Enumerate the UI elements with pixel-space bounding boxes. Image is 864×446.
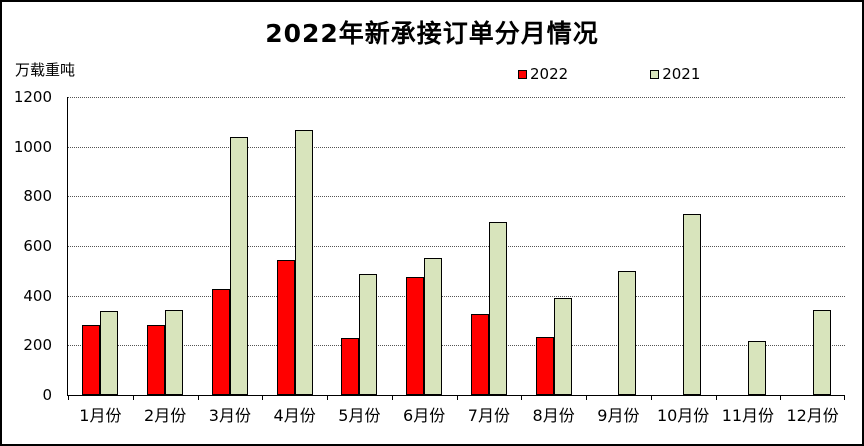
- x-axis-tick-8: [586, 395, 587, 400]
- bar-pair-5: [341, 97, 378, 395]
- bar-2021-month-1: [100, 311, 119, 395]
- bar-2021-month-9: [618, 270, 637, 395]
- x-axis-tick-9: [650, 395, 652, 400]
- bar-2022-month-1: [82, 325, 101, 395]
- bar-pair-8: [535, 97, 572, 395]
- x-axis-tick-3: [262, 395, 264, 400]
- bar-2022-month-4: [276, 259, 295, 395]
- bar-2021-month-3: [229, 137, 248, 395]
- y-tick-label-1200: 1200: [13, 88, 52, 106]
- category-cell-4: [262, 97, 327, 395]
- category-cell-10: [651, 97, 716, 395]
- x-axis-tick-11: [780, 395, 782, 400]
- x-label-12: 12月份: [786, 406, 839, 425]
- bar-pair-10: [665, 97, 702, 395]
- bar-2022-month-7: [470, 313, 489, 395]
- bar-2022-month-2: [147, 324, 166, 395]
- bar-pair-2: [147, 97, 184, 395]
- bar-pair-11: [730, 97, 766, 395]
- bar-pair-4: [276, 97, 313, 395]
- category-cell-2: [133, 97, 198, 395]
- y-tick-label-400: 400: [23, 286, 52, 305]
- bar-pair-1: [82, 97, 119, 395]
- legend-swatch-2022: [518, 69, 527, 79]
- x-label-1: 1月份: [79, 406, 122, 425]
- x-label-7: 7月份: [467, 406, 510, 425]
- x-label-4: 4月份: [273, 406, 316, 425]
- category-cell-3: [198, 97, 263, 395]
- bar-2022-month-6: [406, 276, 425, 395]
- legend-swatch-2021: [650, 69, 660, 79]
- x-label-2: 2月份: [144, 406, 187, 425]
- y-tick-label-0: 0: [42, 386, 52, 404]
- bar-2021-month-2: [165, 310, 184, 395]
- legend-label-2022: 2022: [530, 65, 569, 83]
- category-cell-9: [586, 97, 651, 395]
- gridline-1200: [68, 97, 845, 98]
- x-axis-tick-12: [844, 395, 845, 400]
- x-label-3: 3月份: [208, 406, 251, 425]
- category-cell-11: [716, 97, 781, 395]
- gridline-600: [68, 246, 845, 247]
- bar-2021-month-5: [359, 273, 378, 395]
- legend-item-2021: 2021: [650, 65, 700, 83]
- bar-2021-month-11: [747, 341, 766, 395]
- gridline-1000: [68, 146, 845, 148]
- gridline-800: [68, 196, 845, 198]
- category-cell-6: [392, 97, 457, 395]
- chart-title: 2022年新承接订单分月情况: [265, 19, 599, 48]
- x-axis-tick-2: [197, 395, 199, 400]
- y-tick-label-800: 800: [23, 187, 52, 206]
- x-axis-tick-0: [68, 395, 69, 400]
- category-cell-7: [457, 97, 522, 395]
- x-label-6: 6月份: [403, 406, 446, 425]
- x-axis-tick-7: [521, 395, 523, 400]
- x-label-8: 8月份: [532, 406, 575, 425]
- legend: 2022 2021: [518, 65, 700, 83]
- x-label-11: 11月份: [721, 406, 775, 425]
- x-label-10: 10月份: [656, 406, 710, 425]
- x-axis-tick-4: [327, 395, 328, 400]
- plot-area: 1月份 2月份 3月份 4月份 5月份 6月份 7月份 8月份 9月份 10月份 11月份 12月份: [67, 97, 845, 425]
- bar-2021-month-12: [812, 310, 831, 395]
- category-cell-8: [521, 97, 586, 395]
- bar-2022-month-3: [211, 288, 230, 395]
- x-label-9: 9月份: [597, 406, 640, 425]
- x-axis-tick-10: [715, 395, 717, 400]
- x-label-5: 5月份: [338, 406, 381, 425]
- y-tick-label-200: 200: [23, 336, 52, 355]
- category-cell-5: [327, 97, 392, 395]
- legend-label-2021: 2021: [662, 65, 701, 83]
- y-tick-label-1000: 1000: [13, 137, 52, 156]
- legend-item-2022: 2022: [518, 65, 568, 83]
- category-cell-1: [68, 97, 133, 395]
- bar-2021-month-6: [424, 257, 443, 395]
- bar-pair-9: [600, 97, 637, 395]
- bar-2022-month-5: [341, 338, 360, 395]
- y-axis-labels: 0 200 400 600 800 1000 1200: [2, 89, 58, 403]
- gridline-200: [68, 345, 845, 347]
- bar-pair-12: [795, 97, 831, 395]
- bar-2021-month-8: [553, 298, 572, 395]
- bar-pair-6: [406, 97, 443, 395]
- gridline-400: [68, 295, 845, 297]
- bar-2021-month-7: [488, 222, 507, 395]
- x-axis-tick-1: [132, 395, 134, 400]
- bar-2021-month-10: [683, 214, 702, 395]
- y-tick-label-600: 600: [23, 237, 52, 255]
- x-axis-tick-6: [456, 395, 458, 400]
- y-axis-unit-label: 万载重吨: [15, 61, 76, 79]
- bar-2022-month-8: [535, 337, 554, 395]
- bar-pair-3: [211, 97, 248, 395]
- bar-pair-7: [470, 97, 507, 395]
- x-axis-tick-5: [391, 395, 393, 400]
- bar-2021-month-4: [294, 129, 313, 395]
- category-cell-12: [780, 97, 845, 395]
